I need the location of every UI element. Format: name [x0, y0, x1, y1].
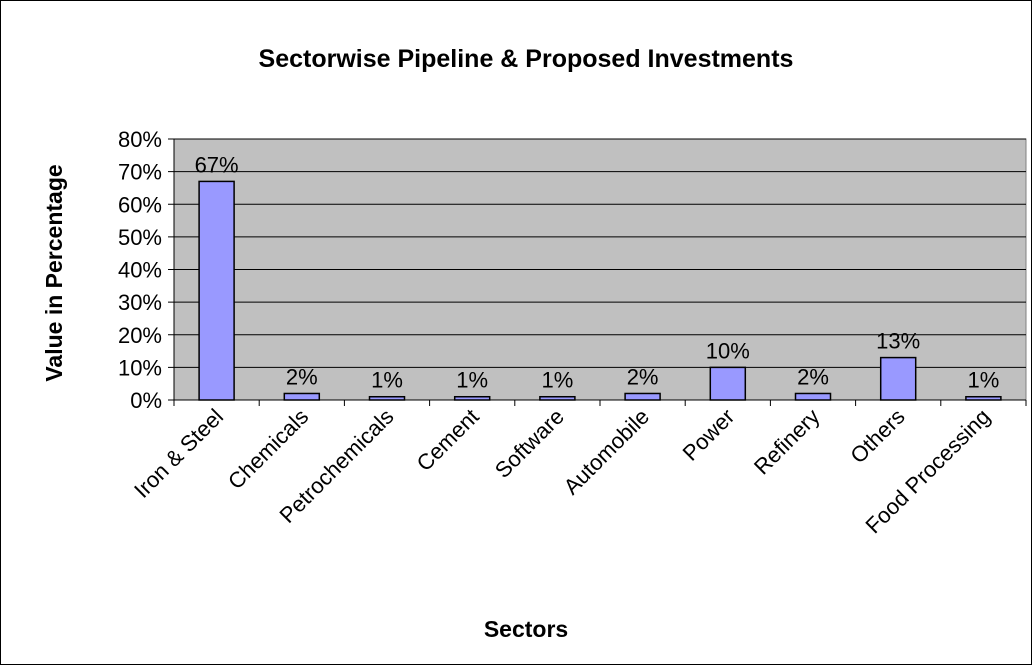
bar-refinery: [794, 392, 832, 401]
data-label: 1%: [542, 368, 574, 393]
data-label: 2%: [797, 364, 829, 389]
bar-cement: [453, 395, 491, 401]
data-label: 13%: [876, 329, 920, 354]
bar-chemicals: [283, 392, 321, 401]
y-tick-label: 70%: [118, 160, 162, 185]
x-axis-title: Sectors: [484, 616, 568, 642]
data-label: 10%: [706, 338, 750, 363]
bar-others: [879, 356, 917, 401]
bar-software: [539, 395, 576, 401]
bar-food-processing: [965, 395, 1002, 401]
y-tick-label: 20%: [118, 323, 162, 348]
data-label: 1%: [456, 368, 488, 393]
data-label: 1%: [371, 368, 403, 393]
y-tick-label: 60%: [118, 192, 162, 217]
data-label: 1%: [968, 368, 1000, 393]
bar-automobile: [624, 392, 661, 401]
data-label: 67%: [195, 152, 239, 177]
y-axis-title: Value in Percentage: [41, 164, 67, 381]
y-tick-label: 30%: [118, 290, 162, 315]
y-tick-label: 0%: [130, 388, 162, 413]
bar-iron-steel: [198, 180, 235, 401]
data-label: 2%: [627, 364, 659, 389]
bar-power: [709, 366, 747, 401]
y-tick-label: 40%: [118, 258, 162, 283]
bar-petrochemicals: [368, 395, 406, 401]
y-tick-label: 50%: [118, 225, 162, 250]
data-label: 2%: [286, 364, 318, 389]
y-tick-label: 80%: [118, 127, 162, 152]
y-tick-label: 10%: [118, 355, 162, 380]
chart-title: Sectorwise Pipeline & Proposed Investmen…: [259, 45, 794, 73]
